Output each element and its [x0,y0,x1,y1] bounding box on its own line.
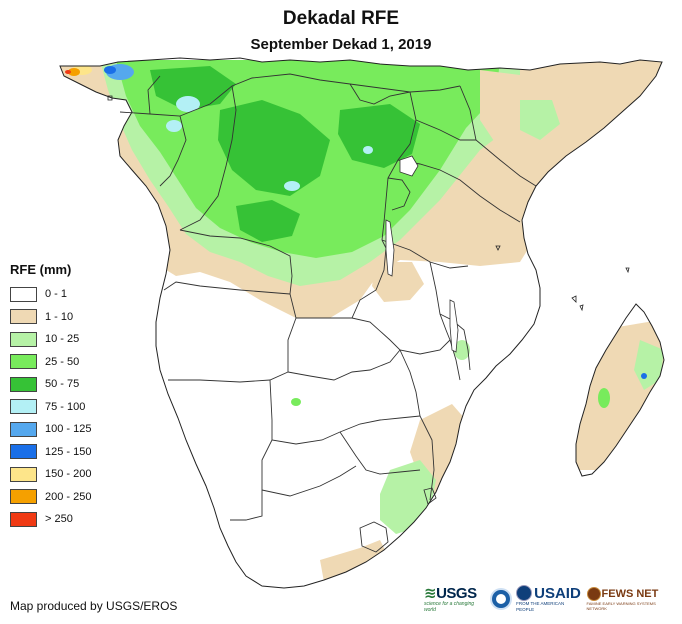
country-borders [119,73,537,553]
legend-swatch [10,376,37,392]
legend-item: > 250 [10,508,150,531]
legend-label: 75 - 100 [45,400,86,413]
fews-net-logo: FEWS NET FAMINE EARLY WARNING SYSTEMS NE… [586,587,676,611]
legend-label: 25 - 50 [45,355,80,368]
legend-label: 50 - 75 [45,378,80,391]
rain-zone-10-25-east [520,100,560,140]
legend-title: RFE (mm) [10,262,72,277]
usgs-logo-text: USGS [436,584,477,602]
usgs-wave-icon: ≋ [424,584,437,602]
madagascar-outline [575,303,665,477]
rain-zone-1-10-central [372,262,424,302]
fews-tagline: FAMINE EARLY WARNING SYSTEMS NETWORK [586,601,656,611]
rain-zone-50-75-a [218,100,330,196]
legend-label: > 250 [45,513,73,526]
usaid-tagline: FROM THE AMERICAN PEOPLE [516,601,565,612]
legend-item: 25 - 50 [10,351,150,374]
rain-zone-50-75-c [150,66,236,110]
usaid-seal-icon [516,585,533,601]
legend-label: 125 - 150 [45,445,92,458]
lake-malawi [449,299,459,353]
map-subtitle: September Dekad 1, 2019 [250,36,432,53]
islands [107,95,630,312]
legend-item: 0 - 1 [10,283,150,306]
rain-zone-10-25-spot-b [454,340,470,360]
legend-label: 0 - 1 [45,288,68,301]
map-title: Dekadal RFE [282,8,400,29]
legend-swatch [10,466,37,482]
legend-item: 10 - 25 [10,328,150,351]
rain-zone-10-25-spot [291,398,301,406]
mainland [59,57,663,589]
legend-item: 75 - 100 [10,396,150,419]
legend-label: 100 - 125 [45,423,92,436]
rain-zone-75-100-a [176,96,200,112]
madagascar-rain-high [641,373,647,379]
legend-item: 100 - 125 [10,418,150,441]
usgs-logo: ≋USGS science for a changing world [424,586,486,613]
madagascar-rain-25-50 [598,388,610,408]
legend-item: 200 - 250 [10,486,150,509]
legend-label: 1 - 10 [45,310,74,323]
coastline [59,57,663,589]
legend-swatch [10,331,37,347]
legend-swatch [10,309,37,325]
rain-zone-125-150 [104,66,116,74]
logo-bar: ≋USGS science for a changing world USAID… [424,584,676,614]
legend-item: 150 - 200 [10,463,150,486]
legend-swatch [10,286,37,302]
legend-swatch [10,399,37,415]
madagascar-rain-1-10 [576,320,664,470]
legend-swatch [10,511,37,527]
fews-logo-text: FEWS NET [601,588,659,600]
usgs-tagline: science for a changing world [424,600,475,613]
rainfall-layers [60,60,662,582]
legend-label: 200 - 250 [45,490,92,503]
rain-zone-200-250 [68,68,80,76]
rain-zone-50-75-b [338,104,420,168]
usaid-logo-text: USAID [534,584,581,602]
noaa-logo-icon [490,588,513,610]
legend-swatch [10,354,37,370]
legend-item: 125 - 150 [10,441,150,464]
usaid-logo: USAID FROM THE AMERICAN PEOPLE [516,585,582,613]
legend-label: 150 - 200 [45,468,92,481]
rain-zone-75-100-c [284,181,300,191]
fews-globe-icon [586,587,601,601]
lake-victoria [399,155,419,177]
legend-swatch [10,444,37,460]
legend-label: 10 - 25 [45,333,80,346]
lakes [385,155,459,353]
credit-text: Map produced by USGS/EROS [10,599,178,613]
rain-zone-50-75-d [236,200,300,242]
legend-swatch [10,489,37,505]
legend-item: 50 - 75 [10,373,150,396]
legend-swatch [10,421,37,437]
rain-zone-75-100-d [363,146,373,154]
legend: RFE (mm) 0 - 1 1 - 10 10 - 25 25 - 50 50 - 7… [10,262,150,531]
rain-zone-over-250 [65,70,71,74]
rain-zone-75-100-b [166,120,182,132]
madagascar [575,303,665,477]
legend-item: 1 - 10 [10,306,150,329]
legend-items: 0 - 1 1 - 10 10 - 25 25 - 50 50 - 75 75 - 100… [10,283,150,531]
lake-tanganyika [385,219,395,277]
